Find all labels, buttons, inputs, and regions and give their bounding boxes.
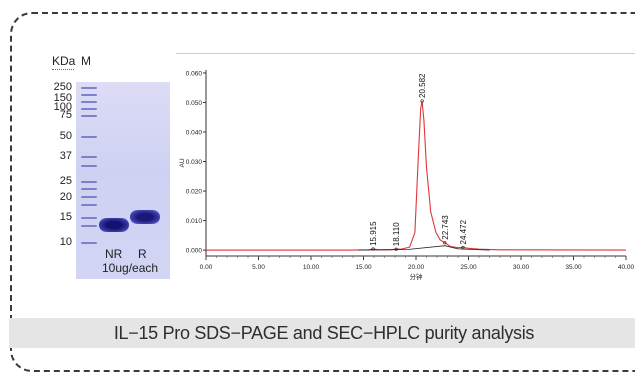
ladder-band: [81, 156, 97, 158]
x-tick-label: 5.00: [252, 264, 265, 271]
ladder-band: [81, 196, 97, 198]
ladder-band: [81, 94, 97, 96]
x-tick-label: 0.00: [200, 264, 213, 271]
x-tick-label: 10.00: [303, 264, 320, 271]
x-tick-label: 30.00: [513, 264, 530, 271]
y-tick-label: 0.050: [186, 100, 203, 107]
x-tick-label: 20.00: [408, 264, 425, 271]
load-note: 10ug/each: [102, 261, 159, 275]
peak-marker: [394, 247, 398, 251]
figure-caption: IL−15 Pro SDS−PAGE and SEC−HPLC purity a…: [113, 323, 535, 343]
ladder-band: [81, 242, 97, 244]
ladder-band: [81, 217, 97, 219]
x-tick-label: 15.00: [355, 264, 372, 271]
r-protein-band: [130, 210, 160, 224]
y-tick-label: 0.020: [186, 189, 203, 196]
marker-label: 100: [53, 101, 72, 113]
x-tick-label: 40.00: [618, 264, 635, 271]
peak-marker: [371, 247, 375, 251]
marker-label: 15: [59, 211, 72, 223]
sec-hplc-chromatogram: 0.000 0.010 0.020 0.030 0.040 0.050 0.060 0.00 5…: [176, 53, 635, 293]
ladder-band: [81, 204, 97, 206]
ladder-band: [81, 136, 97, 138]
peak-label: 18.110: [392, 222, 401, 246]
y-tick-label: 0.030: [186, 159, 203, 166]
ladder-band: [81, 115, 97, 117]
peak-label: 24.472: [459, 219, 468, 244]
marker-label: 20: [59, 191, 72, 203]
x-axis-label: 分钟: [410, 272, 424, 281]
peak-label: 22.743: [441, 215, 450, 240]
chromatogram-trace: [206, 100, 627, 251]
lane-label-nr: NR: [105, 247, 123, 261]
peak-marker: [420, 99, 424, 103]
y-tick-label: 0.060: [186, 70, 203, 77]
marker-lane-label: M: [81, 54, 91, 68]
marker-label: 50: [59, 130, 72, 142]
ladder-band: [81, 225, 97, 227]
x-tick-label: 25.00: [460, 264, 477, 271]
gel-unit-label: KDa: [52, 54, 76, 68]
marker-label: 37: [59, 150, 72, 162]
chromatogram-svg: 0.000 0.010 0.020 0.030 0.040 0.050 0.060 0.00 5…: [179, 70, 635, 281]
marker-label: 25: [59, 175, 72, 187]
caption-bar: IL−15 Pro SDS−PAGE and SEC−HPLC purity a…: [9, 318, 635, 348]
marker-label: 75: [59, 109, 72, 121]
y-tick-label: 0.010: [186, 218, 203, 225]
sds-page-gel: KDa M 250 150 100 75 50 37 25 20 15 10 N…: [46, 52, 170, 279]
marker-label: 250: [53, 81, 72, 93]
ladder-band: [81, 101, 97, 103]
ladder-band: [81, 181, 97, 183]
y-tick-label: 0.040: [186, 130, 203, 137]
lane-label-r: R: [138, 247, 147, 261]
unit-underline: [52, 69, 74, 70]
ladder-band: [81, 165, 97, 167]
integration-baseline: [358, 245, 490, 251]
peak-label: 15.915: [369, 221, 378, 246]
y-axis-label: AU: [179, 158, 186, 167]
ladder-band: [81, 108, 97, 110]
ladder-band: [81, 188, 97, 190]
peak-marker: [461, 245, 465, 250]
peak-marker: [443, 241, 447, 245]
gel-background: [76, 82, 170, 279]
x-tick-label: 35.00: [565, 264, 582, 271]
panel-top-rule: [176, 53, 635, 54]
marker-label: 10: [59, 236, 72, 248]
y-tick-label: 0.000: [186, 248, 203, 255]
ladder-band: [81, 87, 97, 89]
marker-label: 150: [53, 92, 72, 104]
peak-label: 20.582: [418, 73, 427, 98]
nr-protein-band: [99, 218, 129, 232]
